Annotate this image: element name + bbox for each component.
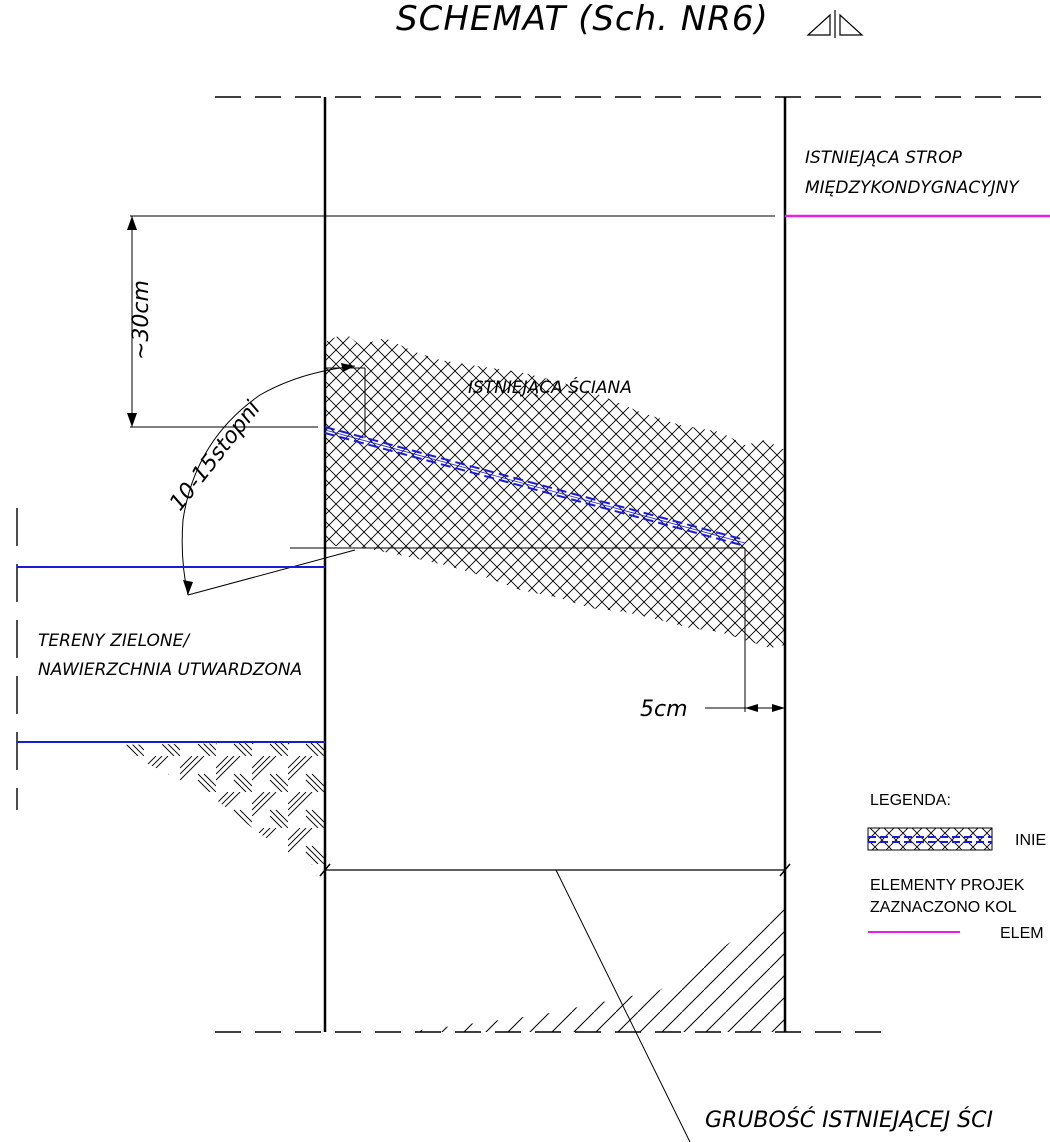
- page-title: SCHEMAT (Sch. NR6): [396, 0, 769, 39]
- angle-leader: [187, 549, 356, 596]
- earth-hatch: [110, 742, 325, 870]
- dim-5-label: 5cm: [640, 697, 688, 722]
- arrow-icon: [745, 704, 758, 712]
- arrow-icon: [183, 580, 193, 595]
- green-label-line1: TERENY ZIELONE/: [38, 631, 191, 651]
- existing-wall-hatch: [325, 333, 785, 648]
- legend-heading: LEGENDA:: [870, 792, 951, 809]
- thickness-leader: [555, 869, 691, 1142]
- green-label-line2: NAWIERZCHNIA UTWARDZONA: [38, 660, 302, 680]
- thickness-label: GRUBOŚĆ ISTNIEJĄCEJ ŚCI: [705, 1107, 993, 1133]
- sloped-membrane-center: [324, 429, 746, 544]
- wall-label: ISTNIEJĄCA ŚCIANA: [468, 376, 632, 398]
- foundation-hatch: [405, 905, 785, 1032]
- angle-label: 10-15stopni: [165, 397, 266, 516]
- angle-arc: [181, 365, 356, 596]
- sloped-membrane-top: [324, 426, 746, 541]
- legend-item1-label: INIE: [1015, 832, 1046, 849]
- legend-text-line2: ZAZNACZONO KOL: [870, 899, 1017, 916]
- sloped-membrane-bottom: [324, 432, 746, 547]
- arrow-icon: [772, 704, 785, 712]
- dim-height-label: ~30cm: [129, 280, 154, 360]
- legend-swatch-hatch: [867, 827, 993, 851]
- slab-label-line1: ISTNIEJĄCA STROP: [805, 148, 963, 168]
- arrow-icon: [341, 363, 355, 372]
- arrow-up-icon: [127, 216, 137, 230]
- legend-item2-label: ELEM: [1000, 925, 1044, 942]
- tick-mark: [779, 863, 791, 877]
- arrow-down-icon: [127, 413, 137, 427]
- legend-text-line1: ELEMENTY PROJEK: [870, 877, 1025, 894]
- north-arrow-icon: [806, 10, 864, 38]
- tick-mark: [319, 863, 331, 877]
- slab-label-line2: MIĘDZYKONDYGNACYJNY: [805, 178, 1020, 198]
